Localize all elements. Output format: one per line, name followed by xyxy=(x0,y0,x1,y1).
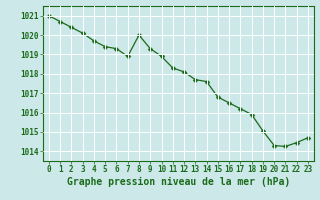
X-axis label: Graphe pression niveau de la mer (hPa): Graphe pression niveau de la mer (hPa) xyxy=(67,177,290,187)
